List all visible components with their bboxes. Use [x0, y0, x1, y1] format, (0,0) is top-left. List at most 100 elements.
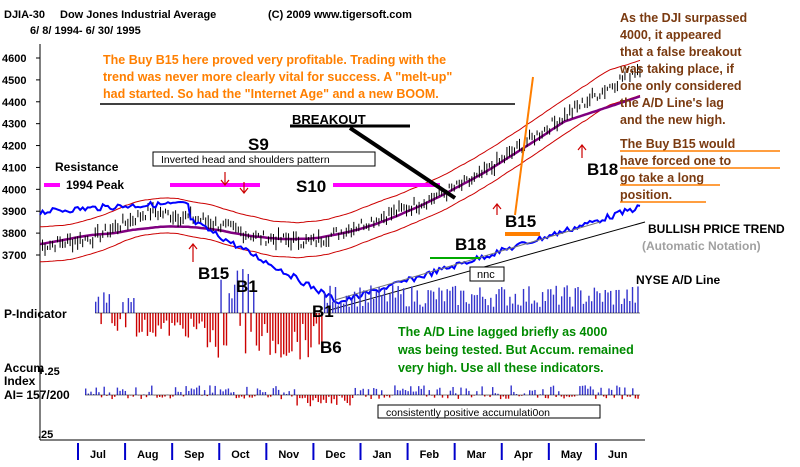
accum-bar: [418, 386, 420, 395]
p-indicator-bar: [438, 287, 440, 313]
accum-bar: [108, 392, 111, 395]
svg-text:As the DJI surpassed: As the DJI surpassed: [620, 11, 747, 25]
p-indicator-bar: [443, 301, 446, 313]
svg-text:was taking place, if: was taking place, if: [619, 62, 735, 76]
svg-text:The Buy B15 would: The Buy B15 would: [620, 137, 735, 151]
accum-bar: [455, 393, 457, 395]
p-indicator-bar: [629, 301, 631, 313]
accum-bar: [584, 385, 586, 395]
p-indicator-bar: [307, 313, 309, 358]
accum-bar: [579, 386, 581, 395]
p-indicator-bar: [465, 302, 467, 313]
p-indicator-bar: [462, 290, 465, 313]
p-indicator-bar: [389, 293, 391, 313]
p-indicator-bar: [299, 313, 301, 360]
p-indicator-bar: [195, 313, 198, 330]
y-tick-labels: 4600 4500 4400 4300 4200 4100 4000 3900 3800 3700: [2, 53, 40, 262]
p-indicator-bar: [313, 313, 315, 327]
month-Jul: Jul: [90, 449, 106, 461]
p-indicator-bar: [258, 313, 260, 351]
accum-bar: [412, 391, 415, 395]
p-indicator-bar: [604, 289, 606, 313]
accum-tick-pos: +.25: [38, 366, 60, 378]
month-Sep: Sep: [184, 449, 204, 461]
accum-bar: [230, 392, 232, 395]
accum-bar: [116, 387, 119, 395]
accum-bar: [563, 395, 565, 399]
p-indicator-bar: [160, 313, 162, 329]
accum-bar: [521, 395, 523, 396]
accum-bar: [90, 391, 92, 395]
accum-bar: [531, 390, 534, 395]
p-indicator-bar: [637, 286, 639, 313]
ai-value-label: AI= 157/200: [4, 388, 70, 402]
accum-bar: [267, 395, 269, 398]
accum-bar: [410, 386, 412, 395]
p-indicator-bar: [620, 304, 623, 313]
p-indicator-bar: [209, 313, 211, 343]
accum-bar: [571, 395, 573, 397]
p-indicator-bar: [618, 289, 620, 313]
p-indicator-bar: [631, 287, 634, 313]
month-labels: Jul Aug Sep Oct Nov Dec Jan Feb Mar Apr May Jun: [77, 443, 628, 461]
p-indicator-bar: [204, 313, 206, 328]
p-indicator-bar: [187, 313, 190, 338]
accum-bar: [388, 395, 391, 398]
p-indicator-bar: [359, 287, 361, 313]
p-indicator-bar: [236, 270, 239, 313]
p-indicator-bar: [378, 287, 380, 313]
p-indicator-bar: [367, 302, 369, 313]
accum-bar: [227, 388, 230, 395]
month-Jan: Jan: [373, 449, 392, 461]
p-indicator-bar: [607, 292, 609, 313]
accum-bar: [558, 391, 560, 395]
p-indicator-bar: [342, 303, 345, 313]
accum-bar: [518, 395, 520, 397]
accum-bar: [497, 393, 499, 395]
accum-bar: [114, 395, 116, 397]
accum-box-label: consistently positive accumulati0on: [386, 407, 550, 419]
accum-bar: [270, 395, 272, 397]
p-indicator-bar: [329, 285, 331, 313]
accum-bar: [542, 389, 544, 395]
p-indicator-bar: [626, 289, 628, 313]
p-indicator-bar: [288, 313, 290, 353]
accum-bar: [259, 389, 261, 395]
p-indicator-bar: [623, 298, 626, 313]
p-indicator-bar: [157, 313, 160, 326]
p-indicator-bar: [495, 294, 497, 313]
svg-text:was being tested. But Accum.: was being tested. But Accum. remained: [397, 343, 634, 357]
p-indicator-bar: [370, 285, 372, 313]
p-indicator-bar: [427, 290, 429, 313]
accum-bar: [304, 395, 306, 398]
p-indicator-bar: [304, 313, 307, 341]
accum-bar: [312, 395, 314, 401]
p-indicator-bar: [163, 313, 165, 323]
y-tick-4200: 4200: [2, 141, 26, 153]
accum-bar: [637, 395, 639, 399]
nnc-box: [469, 266, 505, 282]
accum-bar: [124, 390, 127, 395]
p-indicator-bar: [100, 313, 102, 325]
signal-arrows: [188, 144, 587, 262]
svg-text:go take a long: go take a long: [620, 171, 704, 185]
p-indicator-bar: [149, 313, 151, 332]
accum-bar: [106, 395, 108, 396]
p-indicator-bar: [571, 306, 574, 313]
accum-bar: [555, 395, 557, 398]
accum-bar: [550, 386, 552, 395]
accum-bar: [233, 392, 235, 395]
signal-s9: S9: [248, 135, 269, 154]
accum-bar: [280, 395, 282, 400]
chart-date-range: 6/ 8/ 1994- 6/ 30/ 1995: [30, 25, 141, 37]
p-indicator-bar: [476, 294, 478, 313]
month-Dec: Dec: [325, 449, 345, 461]
p-indicator-bar: [152, 313, 154, 333]
p-indicator-bar: [168, 313, 170, 336]
resistance-label: Resistance: [55, 160, 119, 174]
accum-bar: [428, 390, 430, 395]
accum-bar: [127, 395, 129, 399]
accum-bar: [177, 391, 179, 395]
p-indicator-bar: [321, 313, 323, 352]
p-indicator-bar: [392, 285, 394, 313]
